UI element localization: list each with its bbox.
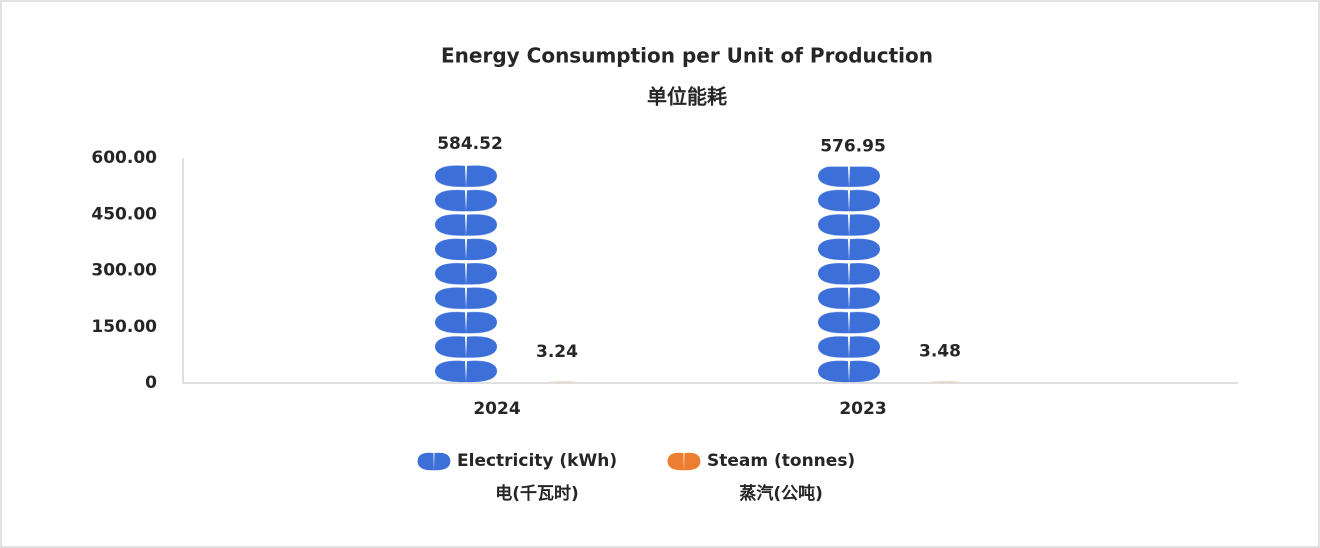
legend-swatch — [667, 452, 701, 471]
data-label: 3.24 — [536, 342, 578, 362]
legend-item: Electricity (kWh) 电(千瓦时) — [417, 448, 617, 511]
chart-title: Energy Consumption per Unit of Productio… — [441, 44, 933, 68]
y-tick-label: 600.00 — [91, 148, 157, 168]
bar — [914, 381, 978, 383]
y-tick-label: 450.00 — [91, 204, 157, 224]
y-tick-label: 0 — [145, 373, 157, 393]
legend-icon — [667, 452, 701, 471]
chart-subtitle: 单位能耗 — [647, 85, 727, 109]
legend-label: Steam (tonnes) 蒸汽(公吨) — [707, 451, 856, 504]
x-tick-label: 2024 — [473, 399, 520, 419]
bar — [817, 166, 881, 383]
data-label: 3.48 — [919, 342, 961, 362]
y-tick-label: 300.00 — [91, 261, 157, 281]
legend-label: Electricity (kWh) 电(千瓦时) — [457, 451, 618, 504]
data-label: 576.95 — [820, 137, 886, 157]
bar — [531, 381, 595, 383]
legend-icon — [417, 452, 451, 471]
legend-item: Steam (tonnes) 蒸汽(公吨) — [667, 448, 855, 511]
x-tick-label: 2023 — [839, 399, 886, 419]
bar — [434, 163, 498, 383]
data-label: 584.52 — [437, 134, 503, 154]
y-tick-label: 150.00 — [91, 317, 157, 337]
legend-swatch — [417, 452, 451, 471]
